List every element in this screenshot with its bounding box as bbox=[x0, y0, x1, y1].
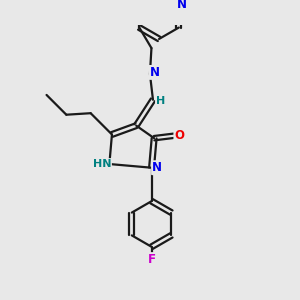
Text: O: O bbox=[174, 129, 184, 142]
Text: N: N bbox=[177, 0, 187, 11]
Text: HN: HN bbox=[92, 159, 111, 169]
Text: F: F bbox=[148, 253, 156, 266]
Text: N: N bbox=[149, 66, 160, 79]
Text: N: N bbox=[152, 161, 162, 174]
Text: H: H bbox=[156, 96, 165, 106]
